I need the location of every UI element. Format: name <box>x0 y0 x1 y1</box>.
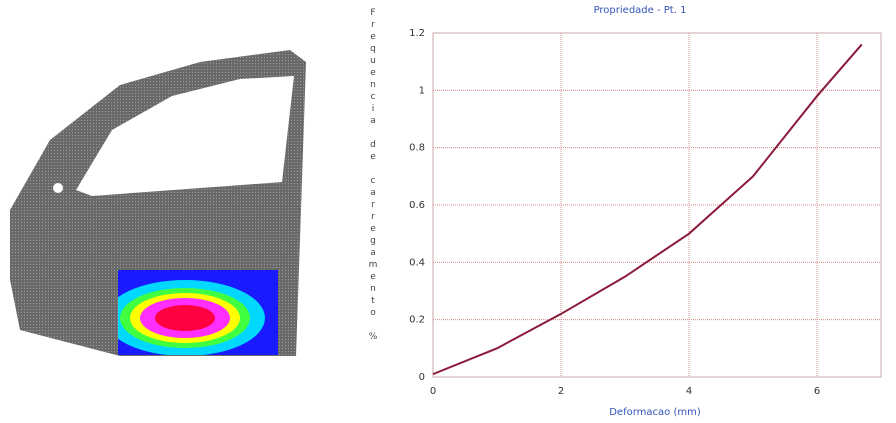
heatmap <box>118 270 278 355</box>
y-tick-label: 0.4 <box>409 257 425 268</box>
door-illustration <box>10 50 306 356</box>
x-tick-label: 2 <box>558 386 564 397</box>
y-tick-label: 0 <box>419 372 425 383</box>
plot-frame <box>432 32 882 378</box>
data-line <box>432 43 863 376</box>
y-tick-label: 0.6 <box>409 200 425 211</box>
x-tick-label: 0 <box>430 386 436 397</box>
y-tick-label: 0.2 <box>409 315 425 326</box>
x-tick-label: 4 <box>686 386 692 397</box>
door-window <box>76 76 294 196</box>
y-axis-label: Frequencia de carregamento % <box>368 8 378 344</box>
y-tick-label: 1.2 <box>409 28 425 39</box>
x-axis-label: Deformacao (mm) <box>609 407 701 418</box>
y-tick-label: 1 <box>419 85 425 96</box>
door-hole <box>53 183 63 193</box>
x-tick-label: 6 <box>814 386 820 397</box>
y-tick-label: 0.8 <box>409 143 425 154</box>
chart-title: Propriedade - Pt. 1 <box>594 5 687 16</box>
